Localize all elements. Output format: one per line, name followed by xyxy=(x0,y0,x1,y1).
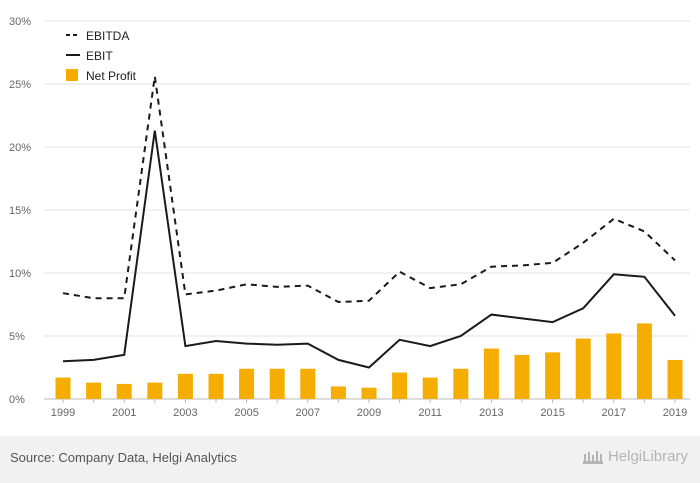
legend-ebit-label: EBIT xyxy=(86,49,113,63)
legend-net-profit-label: Net Profit xyxy=(86,69,137,83)
net-profit-bar xyxy=(300,368,316,399)
y-tick-label: 5% xyxy=(9,331,25,343)
net-profit-bar xyxy=(453,368,469,399)
net-profit-bar xyxy=(545,352,561,399)
y-tick-label: 30% xyxy=(9,16,31,28)
net-profit-bar xyxy=(483,348,499,399)
legend-net-profit-swatch xyxy=(66,69,78,81)
chart: 0% 5% 10% 15% 20% 25% 30% 1999 2001 2003 2005 2007… xyxy=(9,16,690,419)
x-axis-ticks: 1999 2001 2003 2005 2007 2009 2011 2013 2015 2017… xyxy=(51,399,687,419)
y-axis-ticks: 0% 5% 10% 15% 20% 25% 30% xyxy=(9,16,31,406)
net-profit-bar xyxy=(514,354,530,399)
net-profit-bar xyxy=(269,368,285,399)
y-tick-label: 25% xyxy=(9,79,31,91)
x-tick-label: 2015 xyxy=(540,407,564,419)
net-profit-bar xyxy=(116,383,132,399)
net-profit-bar xyxy=(361,387,377,399)
legend: EBITDA EBIT Net Profit xyxy=(66,29,137,83)
net-profit-bar xyxy=(422,377,438,399)
net-profit-bar xyxy=(86,382,102,399)
x-tick-label: 2019 xyxy=(663,407,687,419)
y-tick-label: 10% xyxy=(9,268,31,280)
ebitda-line xyxy=(62,76,676,304)
x-tick-label: 2017 xyxy=(602,407,626,419)
net-profit-bar xyxy=(239,368,255,399)
y-tick-label: 0% xyxy=(9,394,25,406)
net-profit-bar xyxy=(667,359,683,399)
net-profit-bar xyxy=(330,386,346,399)
source-note: Source: Company Data, Helgi Analytics xyxy=(10,450,237,465)
ebit-line xyxy=(62,130,676,369)
net-profit-bar xyxy=(208,373,224,399)
x-tick-label: 2003 xyxy=(173,407,197,419)
net-profit-bar xyxy=(177,373,193,399)
net-profit-bar xyxy=(55,377,71,399)
x-tick-label: 2013 xyxy=(479,407,503,419)
net-profit-bar xyxy=(575,338,591,399)
net-profit-bars xyxy=(55,323,683,399)
x-tick-label: 2005 xyxy=(234,407,258,419)
library-icon xyxy=(582,450,603,464)
net-profit-bar xyxy=(606,333,622,399)
brand-logo: HelgiLibrary xyxy=(582,448,688,465)
x-tick-label: 2001 xyxy=(112,407,136,419)
legend-ebitda-label: EBITDA xyxy=(86,29,129,43)
x-tick-label: 2009 xyxy=(357,407,381,419)
x-tick-label: 2011 xyxy=(418,407,442,419)
brand-name: HelgiLibrary xyxy=(607,448,688,465)
y-tick-label: 15% xyxy=(9,205,31,217)
grid xyxy=(44,20,690,400)
net-profit-bar xyxy=(392,372,408,399)
footer: Source: Company Data, Helgi Analytics He… xyxy=(0,436,700,483)
net-profit-bar xyxy=(636,323,652,399)
y-tick-label: 20% xyxy=(9,142,31,154)
x-tick-label: 2007 xyxy=(296,407,320,419)
x-tick-label: 1999 xyxy=(51,407,75,419)
net-profit-bar xyxy=(147,382,163,399)
